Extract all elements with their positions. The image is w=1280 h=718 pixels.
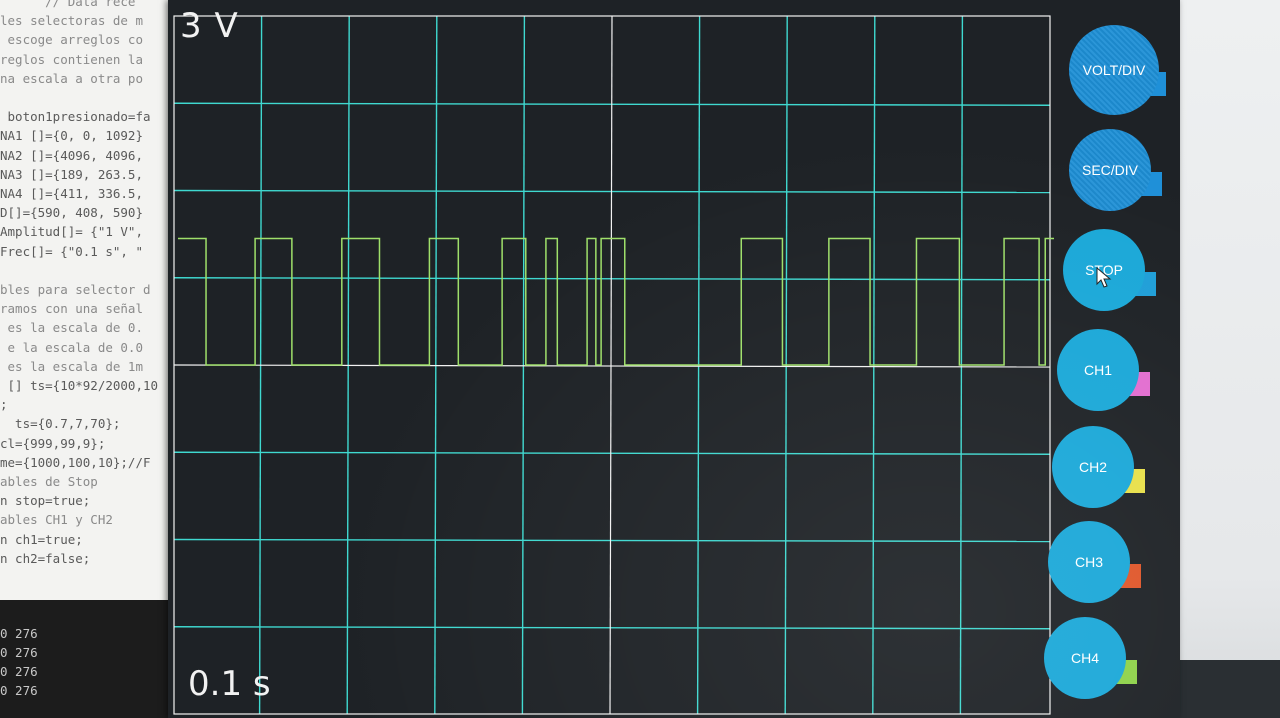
console-line: 0 276 [0, 664, 38, 679]
ch1-button[interactable]: CH1 [1057, 329, 1139, 411]
code-line: es la escala de 1m [0, 358, 143, 374]
scope-background [168, 0, 1180, 718]
grid-line-vertical [521, 15, 526, 715]
grid-line-horizontal [173, 451, 1051, 455]
code-line: les selectoras de m [0, 13, 143, 29]
scope-display [168, 0, 1180, 718]
console-line: 0 276 [0, 683, 38, 698]
code-line: e la escala de 0.0 [0, 339, 143, 355]
code-line: ts={0.7,7,70}; [0, 416, 121, 432]
code-line: NA3 []={189, 263.5, [0, 166, 143, 182]
code-line: D[]={590, 408, 590} [0, 205, 143, 221]
code-line: // Data rece [0, 0, 136, 9]
time-per-div-label: 0.1 s [188, 664, 271, 704]
grid-line-horizontal [173, 538, 1051, 543]
volt-per-div-label: 3 V [180, 6, 239, 46]
code-line: NA4 []={411, 336.5, [0, 186, 143, 201]
code-line: bles para selector d [0, 282, 151, 297]
stop-button[interactable]: STOP [1063, 229, 1145, 311]
scope-border [173, 15, 1051, 715]
code-line: me={1000,100,10};//F [0, 454, 151, 470]
console-line: 0 276 [0, 626, 38, 641]
sec-div-button[interactable]: SEC/DIV [1069, 129, 1151, 211]
code-line: ; [0, 397, 8, 413]
code-line: es la escala de 0. [0, 320, 143, 336]
ch2-button[interactable]: CH2 [1052, 426, 1134, 508]
console-line: 0 276 [0, 645, 38, 660]
code-line: NA1 []={0, 0, 1092} [0, 128, 143, 144]
ch3-button[interactable]: CH3 [1048, 521, 1130, 603]
code-line: ables de Stop [0, 474, 98, 489]
code-editor-background: // Data rece les selectoras de m escoge a… [0, 0, 175, 600]
ch1-square-wave [178, 237, 1054, 366]
code-line: n stop=true; [0, 493, 91, 509]
code-line: reglos contienen la [0, 51, 143, 67]
code-line: boton1presionado=fa [0, 109, 151, 125]
code-line: ramos con una señal [0, 301, 143, 317]
ch4-button[interactable]: CH4 [1044, 617, 1126, 699]
code-line: Frec[]= {"0.1 s", " [0, 243, 143, 259]
code-line: Amplitud[]= {"1 V", [0, 224, 143, 240]
center-axis-vertical [609, 15, 613, 715]
volt-div-button[interactable]: VOLT/DIV [1069, 25, 1159, 115]
code-line: cl={999,99,9}; [0, 435, 106, 451]
code-line: escoge arreglos co [0, 32, 143, 48]
code-line: [] ts={10*92/2000,10 [0, 378, 159, 393]
code-line: ables CH1 y CH2 [0, 512, 113, 528]
code-line: n ch2=false; [0, 550, 91, 566]
code-line: na escala a otra po [0, 70, 143, 86]
grid-line-horizontal [173, 626, 1051, 630]
oscilloscope-window: 3 V 0.1 s VOLT/DIV SEC/DIV STOP CH1 CH2 … [168, 0, 1180, 718]
code-line: n ch1=true; [0, 531, 83, 547]
grid-line-horizontal [173, 277, 1051, 281]
mouse-pointer-icon [1096, 267, 1112, 288]
code-line: NA2 []={4096, 4096, [0, 147, 143, 163]
desktop-background [1178, 0, 1280, 718]
serial-console-background: 0 276 0 276 0 276 0 276 [0, 600, 175, 718]
